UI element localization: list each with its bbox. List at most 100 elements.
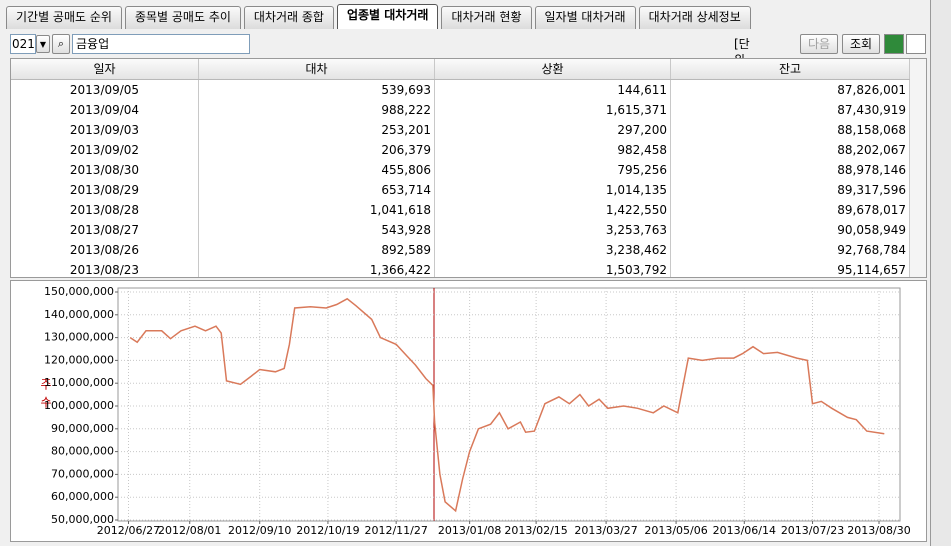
table-cell: 1,366,422 <box>199 260 435 277</box>
y-tick-label: 100,000,000 <box>44 399 114 412</box>
table-cell: 87,430,919 <box>671 100 910 120</box>
y-tick-label: 110,000,000 <box>44 376 114 389</box>
data-line <box>129 297 885 513</box>
code-field[interactable]: 021 <box>10 34 36 54</box>
tab[interactable]: 기간별 공매도 순위 <box>6 6 122 29</box>
chart: 주수 50,000,000 60,000,000 70,000,000 80,000,… <box>39 285 911 537</box>
table-cell: 3,253,763 <box>435 220 671 240</box>
query-button[interactable]: 조회 <box>842 34 880 54</box>
table-cell: 92,768,784 <box>671 240 910 260</box>
x-tick-label: 2013/07/23 <box>781 524 844 537</box>
chart-panel: 주수 50,000,000 60,000,000 70,000,000 80,000,… <box>10 280 927 542</box>
tab-bar: 기간별 공매도 순위 종목별 공매도 추이 대차거래 종합 업종별 대차거래 대차거래 … <box>6 4 751 29</box>
table-cell: 2013/09/02 <box>11 140 199 160</box>
table-row[interactable]: 2013/09/02 206,379 982,458 88,202,067 <box>11 140 910 160</box>
table-row[interactable]: 2013/08/29 653,714 1,014,135 89,317,596 <box>11 180 910 200</box>
table-cell: 2013/08/28 <box>11 200 199 220</box>
table-cell: 88,978,146 <box>671 160 910 180</box>
table-cell: 2013/08/27 <box>11 220 199 240</box>
sector-field[interactable]: 금융업 <box>72 34 250 54</box>
table-row[interactable]: 2013/09/03 253,201 297,200 88,158,068 <box>11 120 910 140</box>
dropdown-button[interactable]: ▼ <box>36 35 50 53</box>
table-cell: 2013/08/23 <box>11 260 199 277</box>
x-tick-label: 2012/11/27 <box>364 524 427 537</box>
table-cell: 2013/08/30 <box>11 160 199 180</box>
table-row[interactable]: 2013/09/04 988,222 1,615,371 87,430,919 <box>11 100 910 120</box>
table-cell: 2013/09/03 <box>11 120 199 140</box>
x-tick-label: 2013/03/27 <box>574 524 637 537</box>
table-cell: 455,806 <box>199 160 435 180</box>
column-header[interactable]: 잔고 <box>671 59 910 79</box>
tab[interactable]: 종목별 공매도 추이 <box>124 6 241 29</box>
next-button[interactable]: 다음 <box>800 34 838 54</box>
table-row[interactable]: 2013/08/23 1,366,422 1,503,792 95,114,657 <box>11 260 910 277</box>
tab[interactable]: 대차거래 상세정보 <box>638 6 751 29</box>
table-cell: 892,589 <box>199 240 435 260</box>
plot-area <box>117 287 901 522</box>
table-row[interactable]: 2013/08/30 455,806 795,256 88,978,146 <box>11 160 910 180</box>
y-tick-label: 140,000,000 <box>44 308 114 321</box>
table-cell: 2013/08/29 <box>11 180 199 200</box>
table-cell: 3,238,462 <box>435 240 671 260</box>
search-button[interactable]: ⌕ <box>52 34 70 54</box>
scrollbar[interactable] <box>909 59 926 277</box>
excel-button[interactable] <box>884 34 904 54</box>
x-tick-label: 2012/10/19 <box>296 524 359 537</box>
table-cell: 90,058,949 <box>671 220 910 240</box>
y-tick-label: 90,000,000 <box>51 422 114 435</box>
x-tick-label: 2013/02/15 <box>504 524 567 537</box>
table-cell: 1,014,135 <box>435 180 671 200</box>
table-cell: 87,826,001 <box>671 80 910 100</box>
table-cell: 982,458 <box>435 140 671 160</box>
column-header[interactable]: 대차 <box>199 59 435 79</box>
table-cell: 144,611 <box>435 80 671 100</box>
table-cell: 539,693 <box>199 80 435 100</box>
x-tick-label: 2013/01/08 <box>438 524 501 537</box>
y-tick-label: 130,000,000 <box>44 331 114 344</box>
y-tick-label: 50,000,000 <box>51 513 114 526</box>
x-tick-label: 2012/06/27 <box>97 524 160 537</box>
background-window <box>930 0 951 546</box>
table-row[interactable]: 2013/08/26 892,589 3,238,462 92,768,784 <box>11 240 910 260</box>
table-cell: 1,422,550 <box>435 200 671 220</box>
table-cell: 297,200 <box>435 120 671 140</box>
table-cell: 1,503,792 <box>435 260 671 277</box>
column-header[interactable]: 상환 <box>435 59 671 79</box>
table-cell: 88,158,068 <box>671 120 910 140</box>
tab[interactable]: 대차거래 현황 <box>441 6 532 29</box>
y-tick-label: 70,000,000 <box>51 467 114 480</box>
table-row[interactable]: 2013/08/27 543,928 3,253,763 90,058,949 <box>11 220 910 240</box>
table-cell: 543,928 <box>199 220 435 240</box>
x-tick-label: 2012/08/01 <box>158 524 221 537</box>
table-header: 일자 대차 상환 잔고 <box>11 59 910 80</box>
tab[interactable]: 업종별 대차거래 <box>336 4 439 29</box>
table-cell: 95,114,657 <box>671 260 910 277</box>
table-cell: 2013/09/05 <box>11 80 199 100</box>
tab[interactable]: 대차거래 종합 <box>243 6 334 29</box>
table-cell: 1,041,618 <box>199 200 435 220</box>
table-cell: 795,256 <box>435 160 671 180</box>
y-tick-label: 120,000,000 <box>44 353 114 366</box>
table-cell: 988,222 <box>199 100 435 120</box>
table-cell: 2013/08/26 <box>11 240 199 260</box>
tab[interactable]: 일자별 대차거래 <box>534 6 636 29</box>
table-row[interactable]: 2013/09/05 539,693 144,611 87,826,001 <box>11 80 910 100</box>
y-tick-label: 60,000,000 <box>51 490 114 503</box>
y-tick-label: 80,000,000 <box>51 445 114 458</box>
y-axis-label: 주수 <box>39 378 53 414</box>
x-tick-label: 2013/08/30 <box>847 524 910 537</box>
chart-button[interactable] <box>906 34 926 54</box>
y-tick-label: 150,000,000 <box>44 285 114 298</box>
table-cell: 88,202,067 <box>671 140 910 160</box>
table-cell: 1,615,371 <box>435 100 671 120</box>
column-header[interactable]: 일자 <box>11 59 199 79</box>
table-row[interactable]: 2013/08/28 1,041,618 1,422,550 89,678,017 <box>11 200 910 220</box>
x-tick-label: 2012/09/10 <box>228 524 291 537</box>
x-tick-label: 2013/06/14 <box>713 524 776 537</box>
table-cell: 2013/09/04 <box>11 100 199 120</box>
table-cell: 89,678,017 <box>671 200 910 220</box>
data-table: 일자 대차 상환 잔고 2013/09/05 539,693 144,611 87,826,0… <box>10 58 927 278</box>
x-tick-label: 2013/05/06 <box>644 524 707 537</box>
table-cell: 206,379 <box>199 140 435 160</box>
